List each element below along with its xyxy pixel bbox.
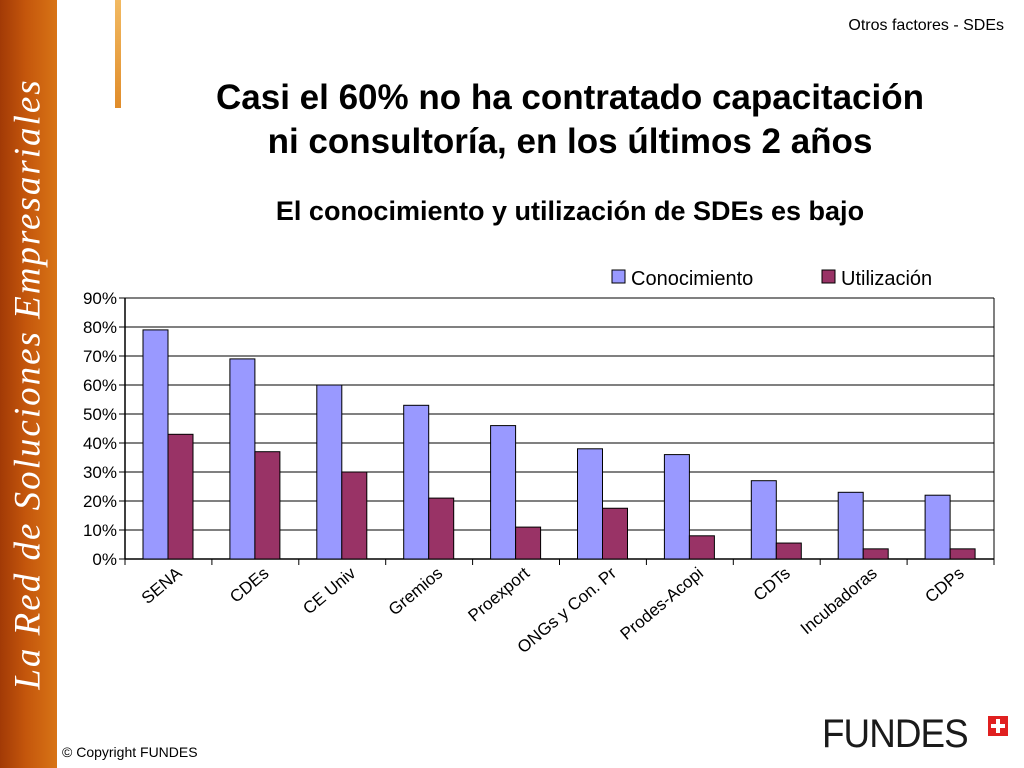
bar-utilizacion [862,548,889,560]
bar-conocimiento [663,454,690,560]
x-category-label: Gremios [385,564,446,620]
headline-line-2: ni consultoría, en los últimos 2 años [267,122,873,161]
y-tick-label: 40% [83,434,117,453]
x-category-label: SENA [138,563,186,608]
section-label: Otros factores - SDEs [848,17,1004,34]
y-tick-label: 90% [83,289,117,308]
accent-bar [115,0,121,108]
headline-line-1: Casi el 60% no ha contratado capacitació… [216,78,924,117]
y-tick-label: 0% [92,550,117,569]
y-tick-label: 10% [83,521,117,540]
bar-conocimiento [316,384,343,560]
legend-swatch [611,269,626,284]
x-category-label: CDEs [226,564,272,607]
bar-conocimiento [490,425,517,560]
legend-entry: Conocimiento [631,268,753,290]
slide-headline: Casi el 60% no ha contratado capacitació… [130,76,1010,164]
copyright-notice: © Copyright FUNDES [62,744,198,760]
fundes-logo: FUNDES [822,712,969,756]
bar-utilizacion [167,433,194,560]
y-tick-label: 70% [83,347,117,366]
bar-utilizacion [428,497,455,560]
sidebar-band: La Red de Soluciones Empresariales [0,0,57,768]
y-tick-label: 80% [83,318,117,337]
bar-conocimiento [837,491,864,560]
slide-subheadline: El conocimiento y utilización de SDEs es… [275,196,865,226]
bar-conocimiento [142,329,169,560]
x-category-label: CDTs [750,564,794,605]
bar-conocimiento [577,448,603,560]
x-category-label: Prodes-Acopi [617,564,707,644]
bar-conocimiento [750,480,777,560]
bar-utilizacion [688,535,715,560]
x-category-label: CDPs [921,564,967,607]
legend-entry: Utilización [841,268,932,290]
bar-conocimiento [229,358,256,560]
bar-conocimiento [403,404,430,560]
bar-utilizacion [602,507,628,560]
y-tick-label: 20% [83,492,117,511]
legend-swatch [821,269,836,284]
swiss-cross-icon [988,716,1008,736]
bar-conocimiento [924,494,951,560]
bar-utilizacion [515,526,542,560]
y-tick-label: 50% [83,405,117,424]
bar-utilizacion [254,451,281,560]
x-category-label: Incubadoras [797,564,881,639]
y-tick-label: 30% [83,463,117,482]
bar-utilizacion [775,542,802,560]
x-category-label: Proexport [464,563,533,625]
bar-chart: 0% 10% 20% 30% 40% 50% 60% 70% 80% 90% SENA CDEs CE … [83,268,995,657]
bar-utilizacion [949,548,976,560]
y-tick-label: 60% [83,376,117,395]
x-category-label: CE Univ [299,563,359,618]
bar-utilizacion [341,471,368,560]
